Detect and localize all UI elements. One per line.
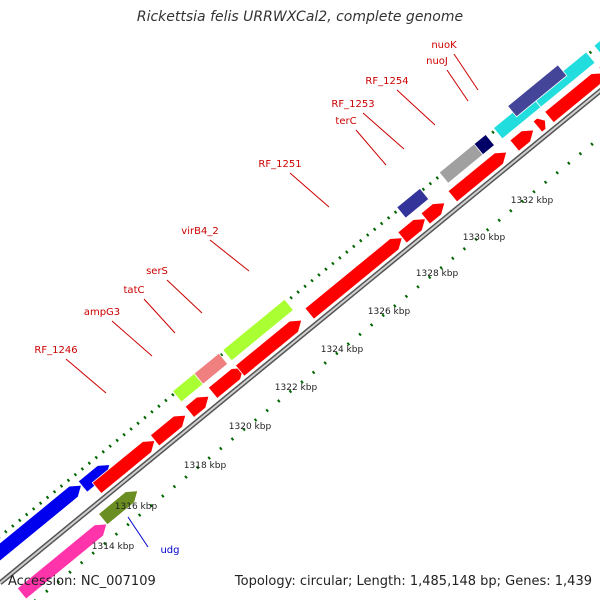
feature-red-1: [91, 440, 156, 495]
feature-red-2: [149, 414, 187, 447]
feature-red-7: [397, 218, 426, 244]
feature-lime-2: [222, 298, 295, 362]
gene-labels: nuoK nuoJ RF_1254 RF_1253 terC RF_1251 virB4_2…: [34, 40, 457, 556]
feature-olive: [97, 490, 139, 526]
leader-RF_1254: [396, 89, 436, 126]
feature-red-5: [234, 319, 303, 377]
leader-RF_1251: [289, 172, 330, 208]
leader-udg: [127, 516, 149, 548]
leader-nuoJ: [446, 69, 469, 102]
leader-terC: [355, 129, 387, 166]
gene-label-serS: serS: [146, 266, 168, 277]
scale-label: 1332 kbp: [511, 196, 554, 206]
gene-label-nuoJ: nuoJ: [426, 56, 448, 67]
leader-RF_1246: [65, 358, 107, 394]
scale-label: 1326 kbp: [368, 307, 411, 317]
scale-label: 1318 kbp: [184, 461, 227, 471]
feature-blue: [0, 484, 82, 562]
gene-label-udg: udg: [160, 545, 179, 556]
scale-label: 1324 kbp: [321, 345, 364, 355]
gene-label-RF_1254: RF_1254: [365, 76, 408, 87]
gene-label-virB4_2: virB4_2: [181, 226, 218, 237]
genome-backbone: [0, 87, 600, 585]
genome-summary-text: Topology: circular; Length: 1,485,148 bp…: [234, 574, 592, 589]
feature-red-10: [509, 129, 535, 152]
feature-grey: [438, 143, 484, 184]
feature-navy: [396, 187, 430, 219]
feature-red-3: [184, 395, 210, 419]
label-leader-lines: [65, 53, 479, 548]
leader-RF_1253: [362, 112, 405, 150]
map-title: Rickettsia felis URRWXCal2, complete gen…: [136, 9, 464, 25]
feature-red-9: [447, 151, 508, 203]
gene-label-RF_1246: RF_1246: [34, 345, 77, 356]
feature-red-11: [532, 117, 547, 133]
gene-label-nuoK: nuoK: [431, 40, 457, 51]
leader-nuoK: [453, 53, 479, 91]
leader-serS: [166, 279, 203, 314]
gene-label-tatC: tatC: [124, 285, 145, 296]
scale-labels: 1314 kbp 1316 kbp 1318 kbp 1320 kbp 1322 kbp…: [92, 196, 554, 552]
feature-cyan-3: [593, 40, 600, 54]
leader-virB4_2: [209, 239, 250, 272]
scale-label: 1314 kbp: [92, 542, 135, 552]
leader-ampG3: [111, 320, 153, 357]
feature-cyan-2: [531, 51, 596, 108]
leader-tatC: [143, 298, 176, 334]
accession-text: Accession: NC_007109: [8, 574, 156, 589]
gene-label-RF_1253: RF_1253: [331, 99, 374, 110]
backbone-core: [0, 89, 600, 584]
scale-label: 1330 kbp: [463, 233, 506, 243]
feature-red-12: [544, 72, 600, 124]
scale-label: 1328 kbp: [416, 269, 459, 279]
scale-label: 1320 kbp: [229, 422, 272, 432]
gene-label-ampG3: ampG3: [84, 307, 120, 318]
feature-red-6: [304, 237, 403, 320]
feature-salmon: [193, 352, 229, 385]
feature-pink: [16, 523, 108, 600]
feature-purple: [507, 64, 568, 118]
gene-label-terC: terC: [335, 116, 356, 127]
scale-label: 1316 kbp: [115, 502, 158, 512]
feature-red-8: [420, 202, 446, 225]
backbone-edge: [0, 87, 600, 585]
gene-label-RF_1251: RF_1251: [258, 159, 301, 170]
scale-label: 1322 kbp: [275, 383, 318, 393]
